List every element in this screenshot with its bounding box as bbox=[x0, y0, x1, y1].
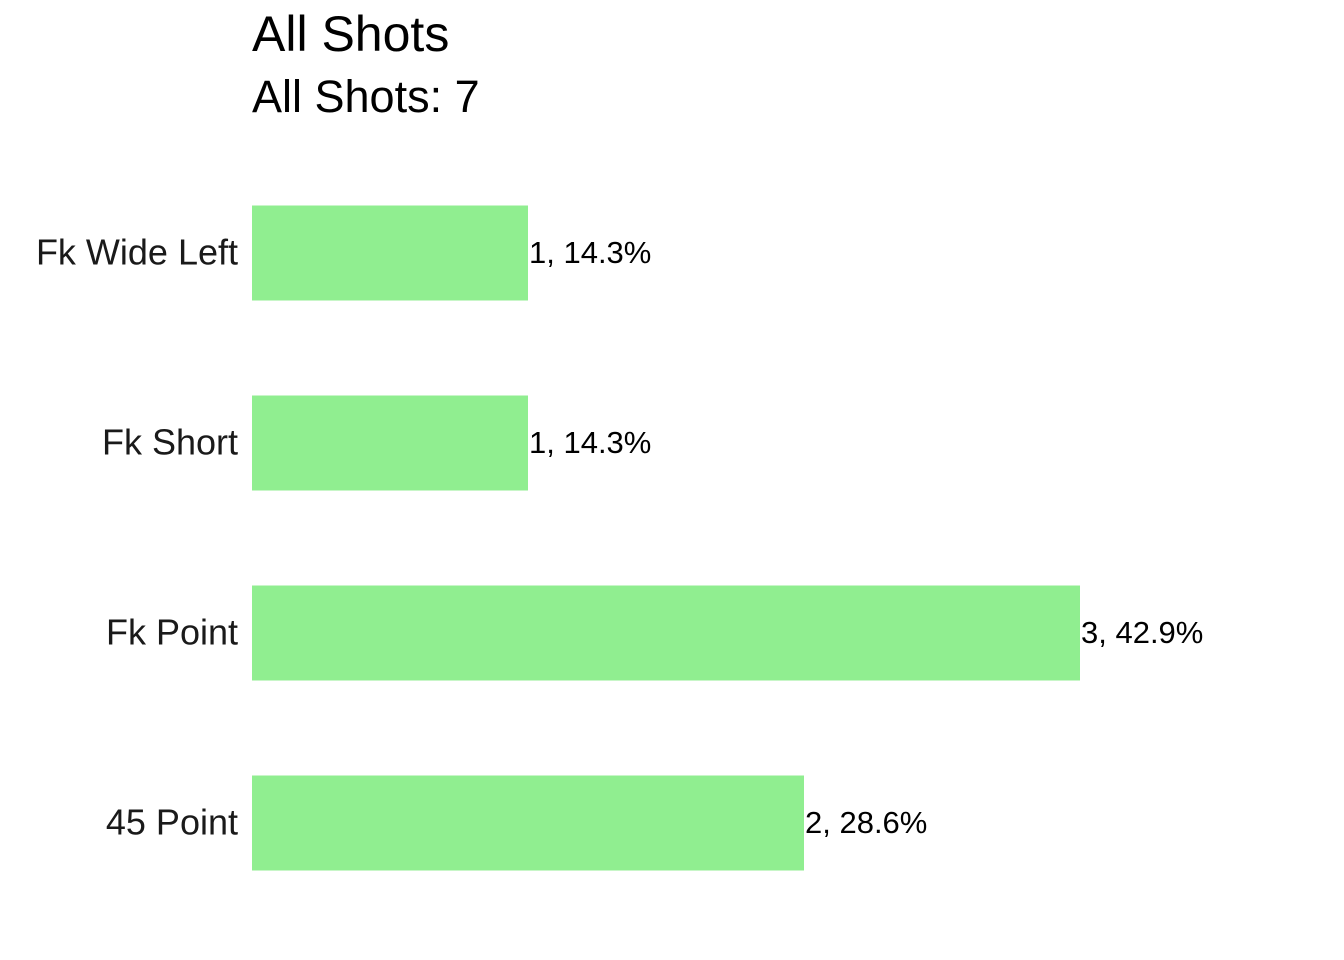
value-label: 3, 42.9% bbox=[1081, 615, 1203, 650]
category-label: 45 Point bbox=[106, 802, 238, 843]
category-label: Fk Short bbox=[102, 422, 238, 463]
bar bbox=[252, 395, 528, 491]
chart-title: All Shots bbox=[252, 6, 449, 62]
value-label: 2, 28.6% bbox=[805, 805, 927, 840]
value-label: 1, 14.3% bbox=[529, 235, 651, 270]
chart-subtitle: All Shots: 7 bbox=[252, 71, 480, 122]
value-label: 1, 14.3% bbox=[529, 425, 651, 460]
category-label: Fk Point bbox=[106, 612, 238, 653]
bar bbox=[252, 205, 528, 301]
bar bbox=[252, 585, 1080, 681]
category-label: Fk Wide Left bbox=[36, 232, 238, 273]
bar bbox=[252, 775, 804, 871]
